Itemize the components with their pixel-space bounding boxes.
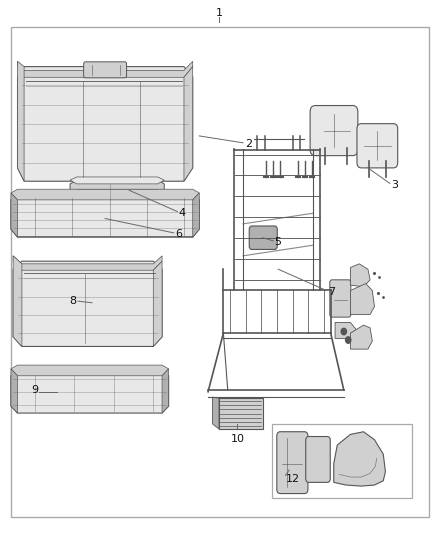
Polygon shape xyxy=(11,193,18,237)
Text: 8: 8 xyxy=(70,296,77,306)
Polygon shape xyxy=(18,67,193,181)
Polygon shape xyxy=(193,193,199,237)
Polygon shape xyxy=(184,67,193,181)
Polygon shape xyxy=(350,264,370,287)
FancyBboxPatch shape xyxy=(310,106,358,156)
Text: 3: 3 xyxy=(391,180,398,190)
Polygon shape xyxy=(212,397,219,429)
Text: 12: 12 xyxy=(286,474,300,483)
Circle shape xyxy=(346,337,351,343)
Polygon shape xyxy=(11,189,199,200)
Bar xyxy=(219,398,263,429)
Polygon shape xyxy=(13,256,22,346)
Polygon shape xyxy=(13,256,162,270)
Polygon shape xyxy=(350,284,374,314)
Polygon shape xyxy=(11,369,169,413)
Polygon shape xyxy=(18,61,24,181)
Polygon shape xyxy=(18,61,193,77)
Polygon shape xyxy=(11,193,199,237)
Polygon shape xyxy=(334,432,385,486)
Text: 7: 7 xyxy=(328,287,335,297)
Text: 6: 6 xyxy=(175,229,182,239)
FancyBboxPatch shape xyxy=(306,437,330,482)
Polygon shape xyxy=(70,177,164,184)
FancyBboxPatch shape xyxy=(357,124,398,168)
FancyBboxPatch shape xyxy=(249,226,277,249)
Text: 4: 4 xyxy=(179,208,186,217)
Text: 1: 1 xyxy=(215,9,223,18)
Text: 5: 5 xyxy=(274,237,281,247)
Circle shape xyxy=(341,328,346,335)
FancyBboxPatch shape xyxy=(84,62,127,78)
Bar xyxy=(272,424,412,498)
Text: 10: 10 xyxy=(230,434,244,444)
Polygon shape xyxy=(153,261,162,346)
Polygon shape xyxy=(162,369,169,413)
FancyBboxPatch shape xyxy=(277,432,308,494)
FancyBboxPatch shape xyxy=(330,280,351,317)
Text: 9: 9 xyxy=(32,385,39,395)
Polygon shape xyxy=(350,325,372,349)
Polygon shape xyxy=(70,180,164,200)
Text: 2: 2 xyxy=(245,139,252,149)
Polygon shape xyxy=(11,365,169,376)
Polygon shape xyxy=(335,322,357,338)
Polygon shape xyxy=(11,369,18,413)
Polygon shape xyxy=(13,261,162,346)
